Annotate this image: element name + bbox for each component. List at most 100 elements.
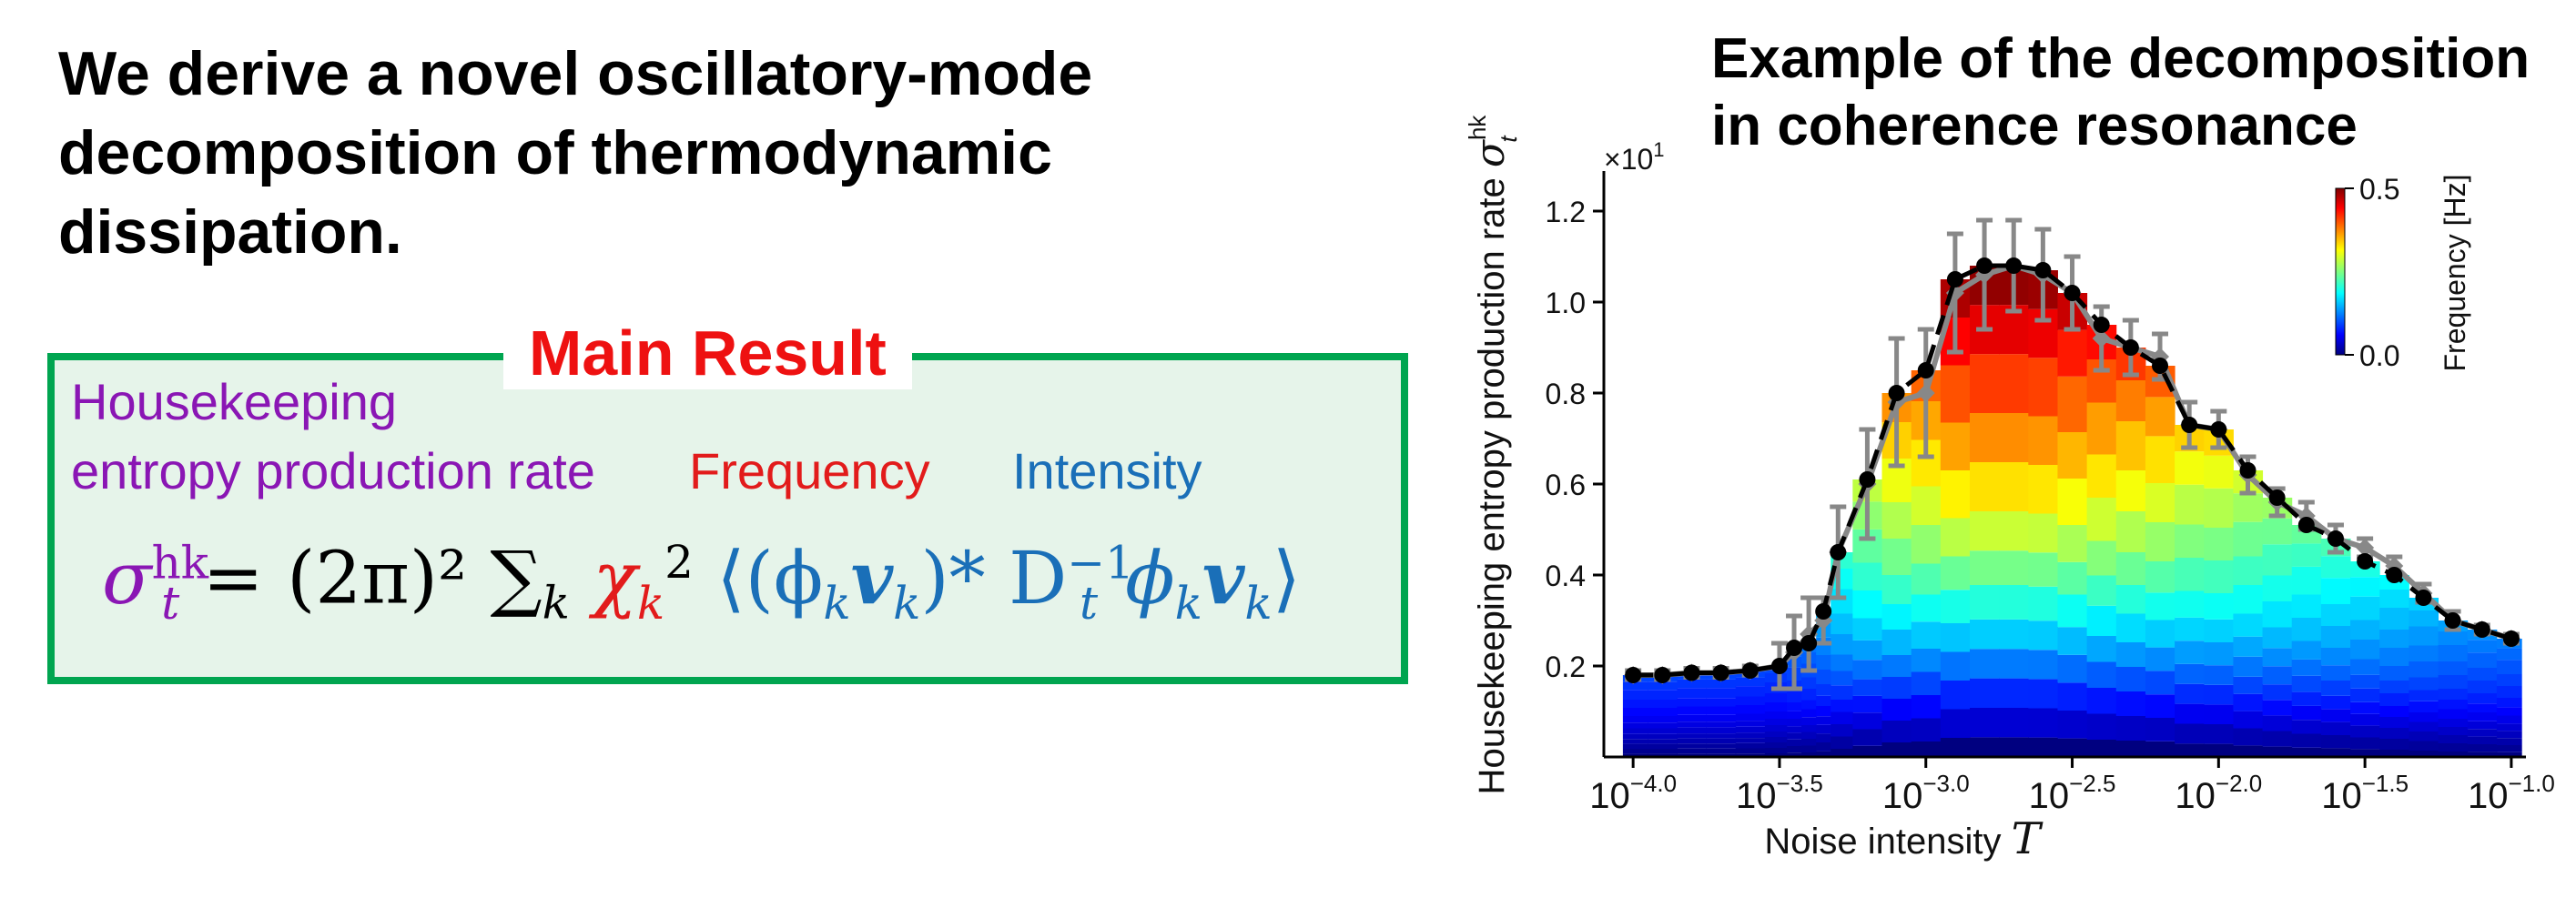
bar-segment [1940, 556, 1971, 590]
bar-segment [2028, 416, 2058, 465]
bar-segment [2320, 578, 2351, 604]
bar-segment [2496, 745, 2522, 752]
series-point-black [2357, 553, 2374, 570]
series-point-black [1712, 664, 1729, 681]
bar-segment [1969, 737, 2000, 757]
bar-segment [1831, 700, 1853, 712]
bar-segment [1816, 733, 1831, 742]
bar-segment [2086, 688, 2117, 714]
bar-segment [2028, 620, 2058, 651]
bar-segment [2086, 713, 2117, 740]
series-point-black [1976, 257, 1993, 274]
bar-segment [1831, 671, 1853, 686]
bar-segment [2320, 695, 2351, 710]
bar-segment [2028, 708, 2058, 738]
bar-segment [2379, 666, 2409, 681]
bar-segment [2057, 525, 2088, 562]
series-point-black [1946, 271, 1963, 288]
bar-segment [1764, 737, 1788, 742]
bar-segment [1764, 711, 1788, 719]
series-point-black [2444, 612, 2461, 629]
bar-segment [1831, 589, 1853, 614]
bar-segment [1648, 728, 1678, 734]
bar-segment [1940, 590, 1971, 623]
x-tick-label: 10−2.5 [2029, 770, 2116, 816]
bar-segment [2262, 627, 2293, 649]
bar-segment [1786, 746, 1802, 753]
bar-segment [1911, 563, 1942, 595]
bar-segment [1622, 681, 1648, 691]
bar-segment [1735, 748, 1766, 754]
series-point-black [2005, 257, 2023, 274]
bar-segment [2496, 752, 2522, 757]
bar-segment [1911, 671, 1942, 695]
bar-segment [1706, 738, 1737, 744]
bar-segment [2115, 421, 2146, 470]
chart-title: Example of the decomposition in coherenc… [1711, 27, 2530, 157]
bar-segment [1940, 709, 1971, 738]
bar-segment [2204, 743, 2234, 757]
equation-chi-square: 2 [664, 536, 694, 589]
series-point-black [2064, 285, 2081, 301]
series-point-black [1683, 664, 1700, 681]
bar-segment [2204, 619, 2234, 642]
bar-segment [2145, 741, 2175, 757]
bar-segment [1999, 354, 2029, 413]
bar-segment [1764, 673, 1788, 682]
series-point-gray [2356, 539, 2375, 557]
bar-segment [2496, 648, 2522, 661]
bar-segment [2438, 752, 2469, 757]
bar-segment [1648, 708, 1678, 716]
bar-segment [2496, 674, 2522, 686]
bar-segment [2233, 613, 2264, 637]
bar-segment [2350, 596, 2380, 620]
bar-segment [1881, 539, 1912, 575]
bar-segment [2057, 479, 2088, 525]
bar-segment [1831, 736, 1853, 749]
bar-segment [1786, 719, 1802, 727]
bar-segment [2175, 484, 2205, 525]
bar-segment [2175, 451, 2205, 485]
bar-segment [1735, 753, 1766, 757]
bar-segment [2409, 661, 2439, 678]
bar-segment [2086, 540, 2117, 576]
bar-segment [1706, 688, 1737, 699]
bar-segment [2086, 605, 2117, 636]
bar-segment [1816, 684, 1831, 696]
series-point-black [1786, 640, 1803, 656]
bar-segment [2320, 709, 2351, 722]
bar-segment [1706, 727, 1737, 734]
y-tick-label: 1.2 [1546, 196, 1586, 228]
x-tick-label: 10−1.5 [2321, 770, 2409, 816]
bar-segment [2145, 483, 2175, 522]
bar-segment [1881, 721, 1912, 742]
bar-segment [2467, 729, 2498, 737]
bar-segment [2350, 620, 2380, 640]
bar-segment [2204, 665, 2234, 685]
bar-segment [1969, 354, 2000, 413]
bar-segment [1677, 714, 1708, 722]
bar-segment [1999, 550, 2029, 585]
bar-segment [1969, 462, 2000, 511]
equation-sum-index: k [542, 576, 570, 630]
series-point-black [2327, 530, 2344, 547]
bar-segment [1648, 743, 1678, 749]
bar-segment [1801, 745, 1817, 752]
bar-segment [1622, 733, 1648, 740]
bar-segment [1764, 725, 1788, 731]
bar-segment [1764, 702, 1788, 711]
bar-segment [1706, 698, 1737, 707]
bar-segment [2291, 543, 2322, 567]
bar-segment [2438, 631, 2469, 645]
bar-segment [1648, 753, 1678, 757]
bar-segment [1786, 732, 1802, 740]
bar-segment [1735, 726, 1766, 733]
series-point-black [2093, 317, 2110, 333]
bar-segment [2379, 630, 2409, 648]
label-housekeeping-line1: Housekeeping [71, 373, 398, 430]
bar-segment [1786, 739, 1802, 746]
bar-segment [2496, 738, 2522, 745]
bar-segment [1999, 413, 2029, 462]
bar-segment [2028, 552, 2058, 587]
